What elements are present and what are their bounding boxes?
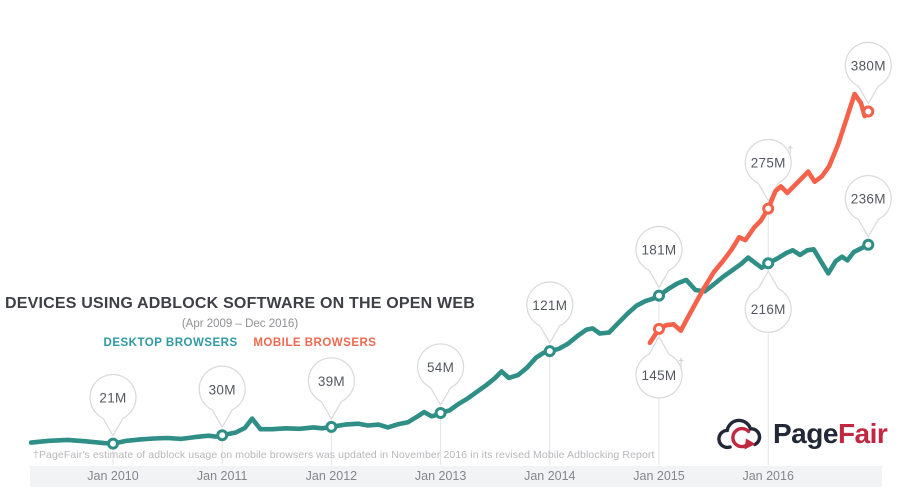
series-line-desktop (28, 242, 871, 446)
annotation-bubble-380m (844, 41, 892, 105)
x-axis: Jan 2010 Jan 2011 Jan 2012 Jan 2013 Jan 2014… (30, 466, 882, 487)
data-point-marker-39m (325, 420, 338, 433)
data-point-marker-236m (862, 238, 875, 251)
page-title: DEVICES USING ADBLOCK SOFTWARE ON THE OP… (5, 295, 475, 312)
annotation-bubble-181m (635, 225, 683, 289)
x-axis-label: Jan 2013 (414, 469, 467, 483)
annotation-label: 39M (318, 374, 345, 389)
annotation-label: 181M (642, 243, 677, 258)
annotation-label: 54M (427, 360, 454, 375)
x-axis-label: Jan 2012 (305, 469, 358, 483)
chart-subtitle: (Apr 2009 – Dec 2016) (181, 318, 299, 330)
annotation-label: 216M (751, 302, 786, 317)
data-point-marker-121m (543, 345, 556, 358)
legend: DESKTOP BROWSERS MOBILE BROWSERS (0, 337, 480, 349)
logo-text-fair: Fair (837, 418, 888, 449)
annotation-label: 145M (642, 368, 677, 383)
data-point-marker-30m (216, 429, 229, 442)
dagger-superscript: † (787, 145, 793, 157)
x-axis-label: Jan 2015 (633, 469, 685, 483)
annotation-label: 275M (751, 156, 786, 171)
data-point-marker-275m (762, 202, 775, 215)
annotation-label: 236M (851, 192, 886, 207)
annotation-bubble-54m (417, 343, 465, 407)
annotation-bubble-236m (844, 175, 892, 238)
dagger-superscript: † (678, 357, 684, 369)
annotation-label: 121M (532, 298, 567, 313)
x-axis-label: Jan 2011 (196, 469, 248, 483)
annotation-bubble-39m (307, 357, 355, 421)
data-point-marker-54m (434, 407, 447, 420)
annotation-label: 30M (209, 382, 236, 397)
logo-text-page: Page (773, 418, 838, 449)
title-block: DEVICES USING ADBLOCK SOFTWARE ON THE OP… (0, 295, 480, 349)
legend-item-desktop: DESKTOP BROWSERS (103, 337, 238, 349)
annotation-label: 380M (851, 59, 886, 74)
data-point-marker-216m (762, 257, 775, 270)
data-point-marker-21m (107, 437, 119, 450)
data-point-marker-380m (862, 105, 875, 118)
annotation-bubble-121m (526, 281, 574, 345)
cloud-refresh-icon (717, 418, 762, 450)
footnote: †PageFair's estimate of adblock usage on… (33, 449, 655, 461)
data-point-marker-145m (653, 322, 665, 335)
annotation-bubble-145m (635, 335, 683, 399)
annotation-bubble-21m (89, 373, 137, 437)
x-axis-label: Jan 2014 (524, 469, 576, 483)
pagefair-logo: PageFair (712, 414, 888, 454)
annotation-label: 21M (99, 391, 126, 406)
annotation-bubble-275m (744, 138, 792, 202)
data-point-marker-181m (653, 289, 665, 302)
x-axis-label: Jan 2010 (87, 469, 139, 483)
x-axis-label: Jan 2016 (742, 469, 794, 483)
annotation-bubble-216m (744, 269, 792, 333)
legend-item-mobile: MOBILE BROWSERS (253, 337, 377, 349)
logo-wordmark: PageFair (773, 418, 888, 449)
annotation-bubble-30m (198, 365, 246, 429)
